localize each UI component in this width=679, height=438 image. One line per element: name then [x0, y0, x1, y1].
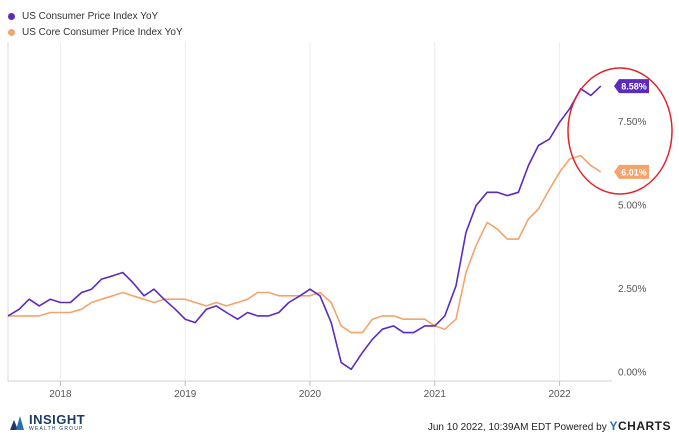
end-label-core-cpi: 6.01% [614, 164, 649, 179]
x-tick-label: 2019 [174, 389, 197, 400]
footer-timestamp: Jun 10 2022, 10:39AM EDT Powered by [427, 422, 607, 433]
y-tick-label: 2.50% [618, 284, 646, 295]
x-tick-label: 2018 [49, 389, 72, 400]
series-line-core-cpi[interactable] [8, 154, 602, 334]
x-tick-label: 2020 [299, 389, 322, 400]
end-label-cpi: 8.58% [614, 79, 649, 94]
y-tick-label: 7.50% [618, 117, 646, 128]
legend-label-core-cpi: US Core Consumer Price Index YoY [22, 26, 183, 38]
x-tick-label: 2021 [424, 389, 447, 400]
legend: US Consumer Price Index YoY US Core Cons… [8, 8, 183, 40]
end-label-badge [614, 164, 649, 179]
logo-tagline: WEALTH GROUP [29, 426, 84, 432]
end-label-text: 8.58% [621, 82, 647, 92]
x-axis: 2018 2019 2020 2021 2022 [49, 381, 571, 400]
y-axis: 0.00% 2.50% 5.00% 7.50% [618, 117, 646, 378]
ycharts-brand[interactable]: YCHARTS [609, 419, 671, 433]
logo-mark-icon [10, 416, 24, 430]
end-label-badge [614, 79, 649, 94]
annotation-circle [567, 67, 673, 195]
series-line-cpi[interactable] [7, 85, 602, 371]
footer-credit: Jun 10 2022, 10:39AM EDT Powered by YCHA… [428, 419, 671, 433]
series-end-labels: 8.58% 6.01% [614, 79, 649, 179]
legend-label-cpi: US Consumer Price Index YoY [22, 10, 159, 22]
grid-lines [7, 42, 612, 382]
logo-name: INSIGHT [29, 412, 86, 427]
insight-logo: INSIGHT WEALTH GROUP [8, 412, 86, 432]
series-lines [7, 85, 602, 371]
end-label-text: 6.01% [621, 167, 647, 177]
legend-item-core-cpi[interactable]: US Core Consumer Price Index YoY [8, 24, 183, 40]
y-tick-label: 5.00% [618, 201, 646, 212]
x-tick-label: 2022 [548, 389, 571, 400]
ycharts-brand-y: Y [609, 419, 618, 433]
y-tick-label: 0.00% [618, 368, 646, 379]
legend-marker-cpi [8, 12, 15, 20]
ycharts-brand-rest: CHARTS [618, 419, 671, 433]
legend-marker-core-cpi [8, 28, 15, 36]
legend-item-cpi[interactable]: US Consumer Price Index YoY [8, 8, 183, 24]
